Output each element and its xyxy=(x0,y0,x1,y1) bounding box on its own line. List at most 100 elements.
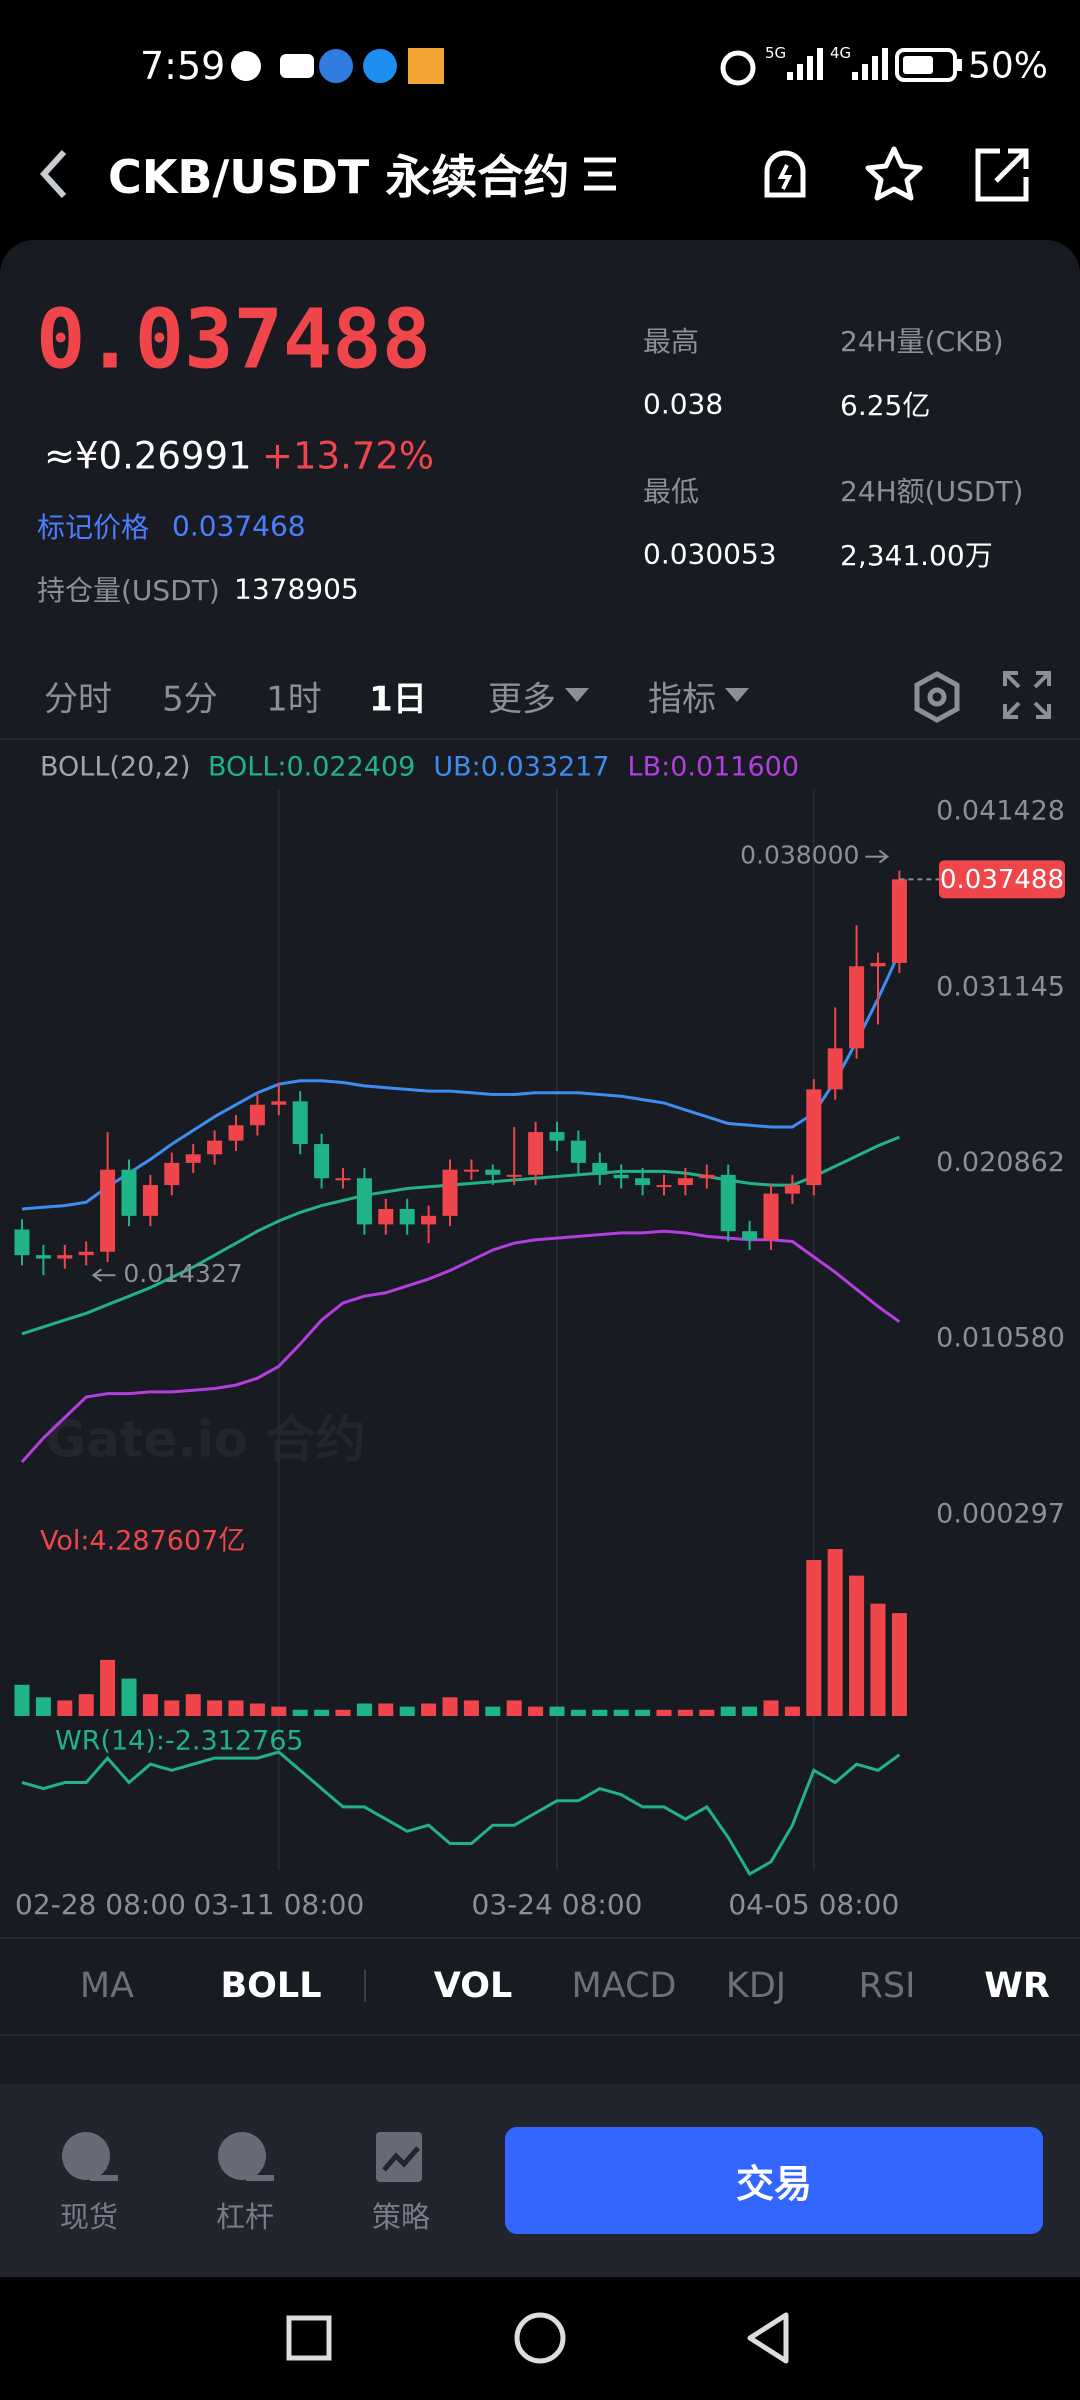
candle-body xyxy=(399,1209,415,1225)
recents-button[interactable] xyxy=(286,2315,332,2361)
home-button[interactable] xyxy=(514,2312,566,2364)
candle-body xyxy=(763,1193,779,1240)
tab-separator xyxy=(364,1970,366,2002)
stat-value: 6.25亿 xyxy=(840,389,931,422)
period-tab[interactable]: 1时 xyxy=(266,679,322,720)
candle-body xyxy=(335,1178,351,1181)
indicator-tab[interactable]: MACD xyxy=(571,1966,677,2006)
stat-value: 0.038 xyxy=(643,387,724,421)
indicator-tab[interactable]: KDJ xyxy=(725,1966,787,2006)
candle-body xyxy=(849,966,865,1049)
volume-bar xyxy=(763,1700,779,1716)
candle-body xyxy=(720,1174,736,1232)
spot-icon[interactable] xyxy=(60,2130,120,2186)
volume-bar xyxy=(742,1706,758,1716)
candle-body xyxy=(827,1048,843,1090)
indicator-tab[interactable]: MA xyxy=(79,1966,135,2006)
period-more[interactable]: 更多 xyxy=(488,679,556,720)
period-tab-active[interactable]: 1日 xyxy=(369,679,427,720)
x-tick-label: 02-28 08:00 xyxy=(15,1888,186,1921)
stat-value: 2,341.00万 xyxy=(840,539,993,572)
period-tab[interactable]: 分时 xyxy=(44,679,112,720)
candle-body xyxy=(378,1209,394,1225)
volume-bar xyxy=(463,1700,479,1716)
fullscreen-icon[interactable] xyxy=(1002,670,1052,720)
candle-body xyxy=(421,1215,437,1225)
nav-label[interactable]: 杠杆 xyxy=(215,2200,275,2234)
candle-body xyxy=(742,1231,758,1240)
candle-body xyxy=(100,1169,116,1252)
indicator-tab-active[interactable]: WR xyxy=(984,1966,1050,2006)
volume-bar xyxy=(335,1709,351,1716)
volume-bar xyxy=(228,1700,244,1716)
volume-bar xyxy=(656,1709,672,1716)
candle-body xyxy=(271,1101,287,1105)
menu-icon[interactable] xyxy=(580,156,620,192)
legend-title: BOLL(20,2) xyxy=(40,752,191,783)
volume-bar xyxy=(635,1709,651,1716)
stat-label: 24H额(USDT) xyxy=(840,475,1024,508)
net-5g: 5G xyxy=(765,44,787,62)
indicator-menu[interactable]: 指标 xyxy=(648,679,716,720)
back-nav-button[interactable] xyxy=(747,2312,789,2364)
nav-label[interactable]: 现货 xyxy=(59,2200,119,2234)
volume-bar xyxy=(570,1709,586,1716)
candle-body xyxy=(164,1162,180,1186)
mark-price: 0.037468 xyxy=(172,509,306,543)
pair-title[interactable]: CKB/USDT 永续合约 xyxy=(108,150,570,204)
legend-entry: BOLL:0.022409 xyxy=(208,752,415,783)
candle-body xyxy=(142,1185,158,1216)
candle-body xyxy=(485,1169,501,1175)
candle-body xyxy=(699,1174,715,1179)
volume-bar xyxy=(399,1706,415,1716)
candle-body xyxy=(185,1154,201,1163)
trade-button[interactable]: 交易 xyxy=(505,2127,1043,2234)
settings-icon[interactable] xyxy=(910,670,964,724)
volume-bar xyxy=(121,1678,137,1716)
stat-label: 24H量(CKB) xyxy=(840,325,1004,358)
candle-body xyxy=(613,1174,629,1179)
volume-bar xyxy=(35,1697,51,1716)
indicator-tab-active[interactable]: VOL xyxy=(433,1966,513,2006)
volume-bar xyxy=(528,1706,544,1716)
boll-line xyxy=(21,951,901,1211)
min-price-label: 0.014327 xyxy=(123,1259,242,1288)
clock: 7:59 xyxy=(140,44,226,88)
y-tick-label: 0.000297 xyxy=(936,1499,1065,1530)
indicator-tab[interactable]: RSI xyxy=(858,1966,916,2006)
nav-label[interactable]: 策略 xyxy=(371,2200,431,2234)
candle-body xyxy=(442,1169,458,1216)
candle-body xyxy=(784,1185,800,1194)
indicator-tab-active[interactable]: BOLL xyxy=(220,1966,322,2006)
cny-price: ≈¥0.26991 xyxy=(44,434,252,478)
volume-bar xyxy=(142,1694,158,1716)
period-tab[interactable]: 5分 xyxy=(162,679,218,720)
volume-bar xyxy=(207,1700,223,1716)
open-interest: 1378905 xyxy=(234,572,359,606)
favorite-icon[interactable] xyxy=(864,145,924,205)
candle-body xyxy=(592,1162,608,1175)
battery-icon xyxy=(895,48,962,82)
candle-body xyxy=(207,1140,223,1155)
net-4g: 4G xyxy=(830,44,852,62)
volume-bar xyxy=(14,1684,30,1716)
volume-bar xyxy=(549,1706,565,1716)
y-tick-label: 0.031145 xyxy=(936,971,1065,1002)
volume-bar xyxy=(314,1709,330,1716)
legend-entry: LB:0.011600 xyxy=(628,752,800,783)
last-price: 0.037488 xyxy=(36,292,431,388)
alert-icon[interactable] xyxy=(755,145,815,205)
margin-icon[interactable] xyxy=(216,2130,276,2186)
volume-bar xyxy=(485,1706,501,1716)
volume-bar xyxy=(78,1694,94,1716)
strategy-icon[interactable] xyxy=(374,2130,430,2186)
volume-bar xyxy=(613,1709,629,1716)
candle-body xyxy=(806,1089,822,1186)
back-button[interactable] xyxy=(36,148,72,200)
volume-bar xyxy=(164,1700,180,1716)
status-icons xyxy=(231,48,444,84)
battery: 50% xyxy=(968,45,1049,87)
alarm-icon xyxy=(720,50,756,86)
share-icon[interactable] xyxy=(972,145,1032,205)
